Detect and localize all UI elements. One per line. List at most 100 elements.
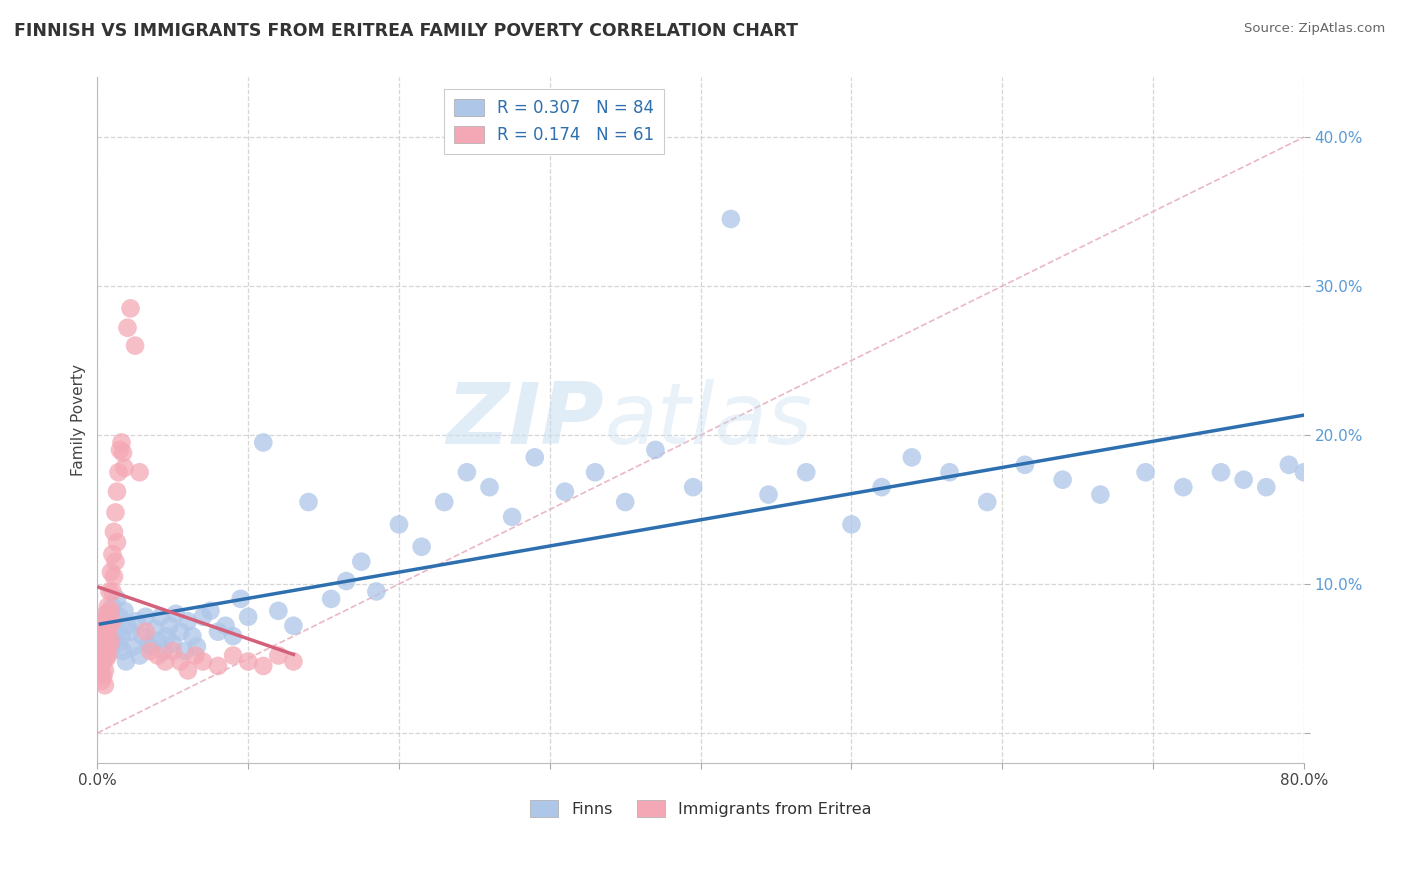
Point [101,584,124,599]
Point [111,644,134,658]
Point [135,609,157,624]
Point [110,435,132,450]
Point [169,624,191,639]
Point [159,618,181,632]
Point [165,607,187,621]
Point [93,633,115,648]
Point [214,618,236,632]
Point [101,599,124,614]
Point [335,574,357,588]
Point [128,465,150,479]
Point [283,655,305,669]
Point [117,618,139,632]
Point [644,442,666,457]
Point [108,609,131,624]
Point [200,604,222,618]
Point [186,640,208,654]
Point [207,659,229,673]
Point [93,629,115,643]
Point [96,607,118,621]
Point [267,648,290,663]
Point [87,637,110,651]
Point [89,644,111,658]
Text: FINNISH VS IMMIGRANTS FROM ERITREA FAMILY POVERTY CORRELATION CHART: FINNISH VS IMMIGRANTS FROM ERITREA FAMIL… [14,22,799,40]
Point [267,604,290,618]
Point [152,644,174,658]
Point [89,614,111,628]
Point [155,655,177,669]
Point [114,460,136,475]
Point [901,450,924,465]
Point [122,640,145,654]
Point [94,644,117,658]
Point [1209,465,1232,479]
Point [98,624,121,639]
Point [162,637,184,651]
Point [283,618,305,632]
Point [89,614,111,628]
Point [321,591,343,606]
Text: ZIP: ZIP [447,378,605,462]
Point [1292,465,1315,479]
Point [149,609,172,624]
Point [93,669,115,683]
Point [97,624,120,639]
Point [104,506,127,520]
Point [139,644,162,658]
Point [108,442,131,457]
Point [96,607,118,621]
Point [87,655,110,669]
Point [156,629,179,643]
Point [388,517,411,532]
Point [115,655,138,669]
Point [1052,473,1074,487]
Point [120,301,142,316]
Point [117,320,139,334]
Point [456,465,478,479]
Point [1233,473,1256,487]
Point [177,664,200,678]
Point [103,633,125,648]
Point [583,465,606,479]
Point [101,547,124,561]
Point [97,599,120,614]
Point [252,659,274,673]
Point [97,618,120,632]
Point [105,535,128,549]
Point [98,618,121,632]
Point [366,584,388,599]
Point [138,637,160,651]
Point [90,624,112,639]
Point [870,480,893,494]
Point [433,495,456,509]
Point [97,648,120,663]
Point [1135,465,1157,479]
Point [938,465,960,479]
Point [90,659,112,673]
Point [177,614,200,628]
Point [107,465,129,479]
Point [478,480,501,494]
Point [1278,458,1301,472]
Point [252,435,274,450]
Point [191,609,214,624]
Text: Source: ZipAtlas.com: Source: ZipAtlas.com [1244,22,1385,36]
Point [222,648,245,663]
Point [191,655,214,669]
Point [131,629,153,643]
Point [297,495,319,509]
Point [1173,480,1195,494]
Point [107,637,129,651]
Point [181,629,204,643]
Point [94,618,117,632]
Point [162,644,184,658]
Point [100,604,122,618]
Point [101,614,124,628]
Point [173,644,195,658]
Point [1014,458,1036,472]
Point [100,633,122,648]
Point [350,555,373,569]
Point [222,629,245,643]
Point [554,484,576,499]
Point [104,622,127,636]
